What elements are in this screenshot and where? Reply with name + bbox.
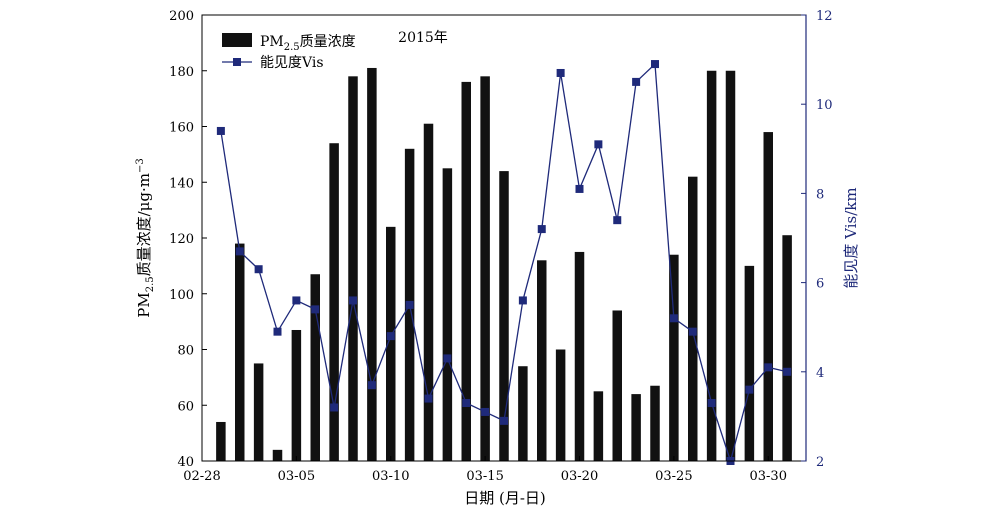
legend-bar-label: PM2.5质量浓度 bbox=[260, 34, 356, 53]
pm25-bar-03-01 bbox=[216, 421, 226, 461]
left-tick-label-180: 180 bbox=[169, 65, 194, 80]
left-tick-label-100: 100 bbox=[169, 288, 194, 303]
right-axis-label: 能见度 Vis/km bbox=[842, 187, 860, 288]
visibility-point-03-22 bbox=[613, 216, 622, 225]
x-tick-label-03-25: 03-25 bbox=[655, 469, 692, 484]
pm25-bar-03-21 bbox=[593, 391, 604, 461]
visibility-point-03-09 bbox=[367, 381, 376, 390]
visibility-point-03-16 bbox=[500, 416, 508, 425]
pm25-bar-03-26 bbox=[688, 176, 698, 462]
pm25-bar-03-15 bbox=[480, 76, 490, 461]
pm25-bar-03-31 bbox=[782, 235, 792, 461]
pm25-bar-03-19 bbox=[555, 349, 566, 461]
pm25-bar-03-03 bbox=[253, 363, 264, 461]
visibility-point-03-02 bbox=[235, 247, 244, 256]
pm25-bar-03-29 bbox=[744, 265, 755, 461]
legend-bar-swatch bbox=[222, 33, 252, 47]
left-tick-label-140: 140 bbox=[169, 176, 194, 191]
pm25-bar-03-30 bbox=[763, 132, 773, 461]
right-tick-label-12: 12 bbox=[816, 9, 833, 24]
chart-title: 2015年 bbox=[398, 30, 448, 46]
visibility-point-03-30 bbox=[764, 363, 773, 372]
left-tick-label-200: 200 bbox=[169, 9, 194, 24]
visibility-point-03-10 bbox=[386, 332, 395, 341]
right-tick-label-6: 6 bbox=[816, 277, 824, 292]
visibility-point-03-24 bbox=[651, 60, 659, 69]
visibility-point-03-11 bbox=[405, 300, 414, 309]
pm25-bar-03-07 bbox=[329, 143, 339, 461]
visibility-point-03-27 bbox=[707, 399, 716, 408]
x-tick-label-03-05: 03-05 bbox=[278, 469, 315, 484]
x-tick-label-03-30: 03-30 bbox=[750, 469, 787, 484]
visibility-point-03-08 bbox=[349, 296, 357, 305]
visibility-point-03-06 bbox=[311, 305, 320, 314]
visibility-point-03-17 bbox=[518, 296, 527, 305]
right-tick-label-2: 2 bbox=[816, 455, 824, 470]
pm25-bar-03-06 bbox=[310, 274, 320, 461]
x-tick-label-03-20: 03-20 bbox=[561, 469, 598, 484]
pm25-bar-03-08 bbox=[348, 76, 358, 461]
pm25-bar-03-24 bbox=[650, 385, 660, 461]
pm25-bar-03-09 bbox=[367, 67, 377, 462]
left-tick-label-120: 120 bbox=[169, 232, 194, 247]
pm25-bar-03-14 bbox=[461, 81, 471, 462]
visibility-point-03-18 bbox=[537, 225, 546, 234]
left-tick-label-40: 40 bbox=[177, 455, 194, 470]
visibility-point-03-01 bbox=[216, 126, 225, 135]
pm25-bar-03-12 bbox=[423, 123, 434, 462]
pm25-bar-03-20 bbox=[574, 251, 585, 461]
pm25-bar-03-05 bbox=[291, 329, 302, 461]
visibility-point-03-20 bbox=[575, 184, 584, 193]
right-tick-label-4: 4 bbox=[816, 366, 824, 381]
pm25-bar-03-18 bbox=[537, 260, 547, 461]
pm25-bar-03-13 bbox=[442, 168, 453, 461]
x-tick-label-03-15: 03-15 bbox=[466, 469, 503, 484]
visibility-point-03-07 bbox=[330, 403, 339, 412]
visibility-point-03-15 bbox=[481, 407, 490, 416]
visibility-point-03-12 bbox=[424, 394, 433, 403]
pm25-bar-03-28 bbox=[725, 70, 736, 461]
visibility-point-03-19 bbox=[556, 68, 565, 77]
x-tick-label-03-10: 03-10 bbox=[372, 469, 409, 484]
x-tick-label-02-28: 02-28 bbox=[183, 469, 220, 484]
pm25-bar-03-10 bbox=[386, 226, 396, 461]
pm25-bar-03-23 bbox=[631, 394, 641, 461]
visibility-point-03-13 bbox=[443, 354, 452, 363]
left-axis-label: PM2.5质量浓度/μg·m−3 bbox=[135, 158, 156, 318]
visibility-point-03-23 bbox=[632, 77, 641, 86]
visibility-point-03-05 bbox=[292, 296, 301, 305]
right-tick-label-8: 8 bbox=[816, 187, 824, 202]
visibility-point-03-26 bbox=[688, 327, 697, 336]
pm25-bar-03-02 bbox=[235, 243, 245, 461]
left-tick-label-160: 160 bbox=[169, 121, 194, 136]
left-tick-label-60: 60 bbox=[177, 399, 194, 414]
visibility-point-03-31 bbox=[783, 367, 792, 376]
left-tick-label-80: 80 bbox=[177, 344, 194, 359]
visibility-point-03-29 bbox=[745, 385, 754, 394]
visibility-point-03-14 bbox=[462, 399, 471, 408]
x-axis-label: 日期 (月-日) bbox=[464, 489, 546, 507]
pm25-bar-03-17 bbox=[518, 366, 528, 461]
visibility-point-03-03 bbox=[254, 265, 263, 274]
pm25-bar-03-16 bbox=[499, 171, 509, 461]
right-tick-label-10: 10 bbox=[816, 98, 833, 113]
pm25-bar-03-04 bbox=[272, 449, 283, 461]
pm25-bar-03-25 bbox=[669, 254, 679, 461]
visibility-point-03-21 bbox=[594, 140, 603, 149]
visibility-point-03-04 bbox=[273, 327, 282, 336]
pm25-bar-03-22 bbox=[612, 310, 622, 461]
legend-line-label: 能见度Vis bbox=[260, 55, 324, 71]
legend-line-marker bbox=[233, 58, 241, 66]
visibility-point-03-25 bbox=[669, 314, 678, 323]
pm25-bar-03-27 bbox=[706, 70, 717, 461]
